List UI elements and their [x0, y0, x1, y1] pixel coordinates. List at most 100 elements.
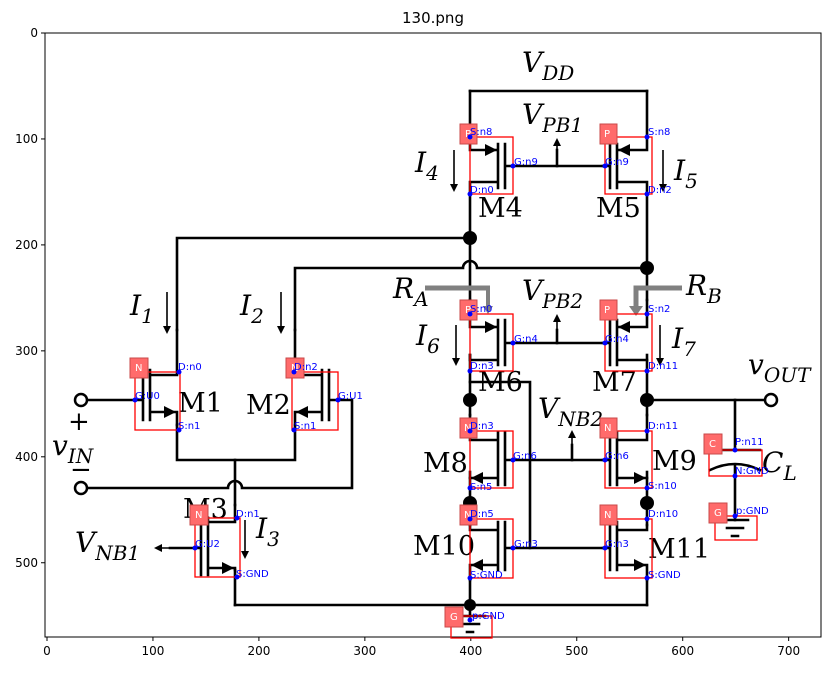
svg-text:G:n3: G:n3 — [514, 539, 538, 550]
m7-label: M7 — [592, 367, 637, 398]
svg-text:D:n2: D:n2 — [294, 362, 318, 373]
y-tick-label: 100 — [15, 132, 38, 146]
svg-text:G:n6: G:n6 — [605, 451, 629, 462]
i3-label: I3 — [255, 512, 280, 551]
plot-frame — [44, 32, 822, 638]
x-tick-label: 500 — [565, 644, 588, 658]
m11-label: M11 — [648, 534, 710, 565]
svg-text:S:n1: S:n1 — [294, 421, 316, 432]
cl-label: CL — [762, 446, 797, 485]
i1-label: I1 — [129, 289, 154, 328]
y-tick-label: 400 — [15, 450, 38, 464]
svg-text:S:n2: S:n2 — [648, 304, 670, 315]
svg-text:N:GND: N:GND — [735, 466, 769, 477]
svg-text:N: N — [604, 423, 611, 434]
terminals — [73, 392, 779, 496]
m6-label: M6 — [478, 367, 523, 398]
svg-text:G:U0: G:U0 — [135, 391, 160, 402]
svg-text:S:GND: S:GND — [236, 569, 269, 580]
x-tick-label: 300 — [353, 644, 376, 658]
svg-text:p:GND: p:GND — [472, 611, 505, 622]
i5-label: I5 — [673, 154, 698, 193]
svg-text:G:n9: G:n9 — [514, 157, 538, 168]
i6-label: I6 — [415, 319, 440, 358]
svg-text:S:GND: S:GND — [470, 570, 503, 581]
y-tick-label: 0 — [30, 26, 38, 40]
svg-text:D:n2: D:n2 — [648, 185, 672, 196]
svg-text:G: G — [450, 612, 458, 623]
svg-text:N: N — [135, 363, 142, 374]
y-axis: 0 100 200 300 400 500 — [15, 26, 45, 570]
vpb1-label: VPB1 — [522, 98, 583, 137]
rb-resistor — [633, 285, 682, 310]
svg-text:P: P — [604, 129, 610, 140]
minus-sign: − — [70, 455, 92, 485]
svg-text:D:n0: D:n0 — [470, 185, 494, 196]
svg-text:S:n0: S:n0 — [470, 304, 492, 315]
vdd-label: VDD — [522, 46, 574, 85]
y-tick-label: 200 — [15, 238, 38, 252]
i7-label: I7 — [671, 322, 696, 361]
svg-text:S:n1: S:n1 — [178, 421, 200, 432]
m1-label: M1 — [178, 388, 223, 419]
m2-label: M2 — [246, 390, 291, 421]
i2-label: I2 — [239, 289, 264, 328]
plus-sign: + — [68, 407, 90, 437]
ra-label: RA — [392, 272, 429, 311]
svg-text:G:n6: G:n6 — [513, 451, 537, 462]
m8-label: M8 — [423, 448, 468, 479]
svg-text:G:n4: G:n4 — [514, 334, 538, 345]
x-tick-label: 100 — [141, 644, 164, 658]
vnb1-label: VNB1 — [75, 526, 140, 565]
rb-label: RB — [685, 269, 722, 308]
svg-text:S:n10: S:n10 — [648, 481, 677, 492]
svg-text:D:n11: D:n11 — [648, 361, 678, 372]
svg-text:D:n3: D:n3 — [470, 361, 494, 372]
svg-text:C: C — [709, 439, 716, 450]
x-tick-label: 600 — [671, 644, 694, 658]
x-tick-label: 700 — [777, 644, 800, 658]
svg-text:S:n8: S:n8 — [470, 127, 492, 138]
svg-text:D:n11: D:n11 — [648, 421, 678, 432]
svg-text:N: N — [604, 510, 611, 521]
svg-text:G: G — [714, 508, 722, 519]
transistor-symbols — [133, 135, 762, 634]
svg-text:P: P — [604, 305, 610, 316]
node-labels: VDD VPB1 VPB2 VNB2 VNB1 vIN vOUT RA RB C… — [52, 46, 812, 565]
y-tick-label: 300 — [15, 344, 38, 358]
svg-text:S:n8: S:n8 — [648, 127, 670, 138]
svg-text:P: P — [465, 129, 471, 140]
svg-text:D:n10: D:n10 — [648, 509, 678, 520]
vpb2-label: VPB2 — [522, 274, 583, 313]
svg-text:G:n9: G:n9 — [605, 157, 629, 168]
svg-text:D:n3: D:n3 — [470, 421, 494, 432]
m9-label: M9 — [652, 446, 697, 477]
vin-label: vIN — [52, 429, 95, 468]
pin-annotations: S:n8 G:n9 D:n0 S:n8 G:n9 D:n2 S:n0 G:n4 … — [132, 127, 769, 623]
i4-label: I4 — [414, 146, 439, 185]
x-tick-label: 200 — [247, 644, 270, 658]
vnb2-label: VNB2 — [538, 392, 603, 431]
svg-text:G:U2: G:U2 — [195, 539, 220, 550]
svg-text:P:n11: P:n11 — [735, 437, 763, 448]
current-arrows — [154, 138, 667, 559]
svg-text:p:GND: p:GND — [736, 506, 769, 517]
x-tick-label: 0 — [43, 644, 51, 658]
svg-text:D:n1: D:n1 — [236, 509, 260, 520]
svg-text:D:n0: D:n0 — [178, 362, 202, 373]
m4-label: M4 — [478, 193, 523, 224]
svg-text:N: N — [195, 510, 202, 521]
y-tick-label: 500 — [15, 556, 38, 570]
vout-label: vOUT — [748, 348, 812, 387]
m10-label: M10 — [413, 531, 475, 562]
figure-title: 130.png — [402, 9, 464, 27]
x-axis: 0 100 200 300 400 500 600 700 — [43, 637, 800, 658]
m5-label: M5 — [596, 193, 641, 224]
x-tick-label: 400 — [459, 644, 482, 658]
svg-text:N: N — [464, 423, 471, 434]
svg-text:G:U1: G:U1 — [338, 391, 363, 402]
svg-text:G:n3: G:n3 — [605, 539, 629, 550]
svg-text:D:n5: D:n5 — [470, 509, 494, 520]
svg-text:N: N — [291, 363, 298, 374]
